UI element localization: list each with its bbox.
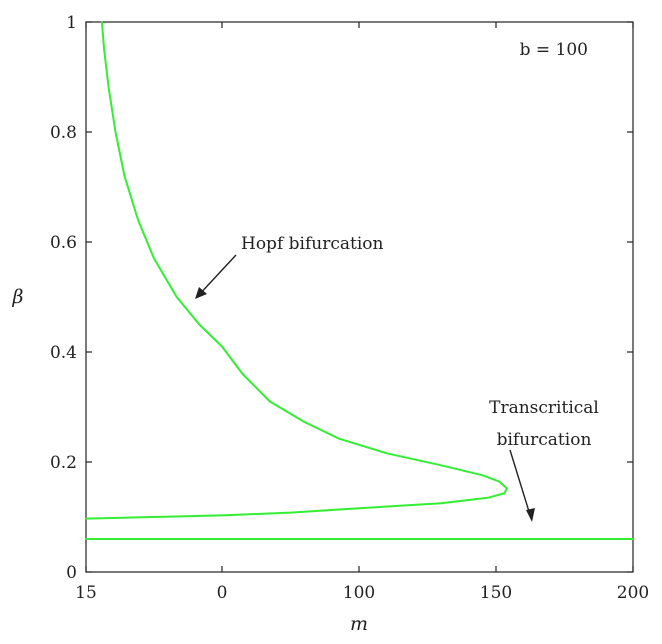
x-tick-label: 15 (75, 583, 97, 603)
y-tick-label: 0.6 (50, 233, 77, 253)
y-tick-label: 0.8 (50, 123, 77, 143)
y-axis-label: β (12, 286, 24, 308)
x-tick-label: 200 (617, 583, 649, 603)
transcritical-annotation-line2: bifurcation (497, 430, 592, 450)
y-tick-label: 1 (66, 13, 77, 33)
transcritical-annotation-line1: Transcritical (489, 398, 599, 418)
y-tick-label: 0.4 (50, 343, 77, 363)
x-tick-label: 100 (343, 583, 375, 603)
hopf-arrow-shaft (196, 254, 237, 298)
hopf-arrow-head (195, 287, 207, 299)
y-tick-label: 0.2 (50, 453, 77, 473)
axis-ticks (85, 21, 634, 573)
hopf-bifurcation-curve (85, 21, 508, 520)
transcritical-arrow-head (526, 508, 535, 522)
parameter-annotation: b = 100 (520, 40, 588, 60)
y-tick-label: 0 (66, 563, 77, 583)
plot-frame (85, 21, 634, 573)
x-tick-label: 150 (480, 583, 512, 603)
bifurcation-curves (85, 21, 634, 540)
x-tick-label: 0 (217, 583, 228, 603)
x-axis-label: m (350, 613, 368, 635)
hopf-annotation: Hopf bifurcation (241, 234, 383, 254)
transcritical-arrow-shaft (509, 449, 532, 519)
